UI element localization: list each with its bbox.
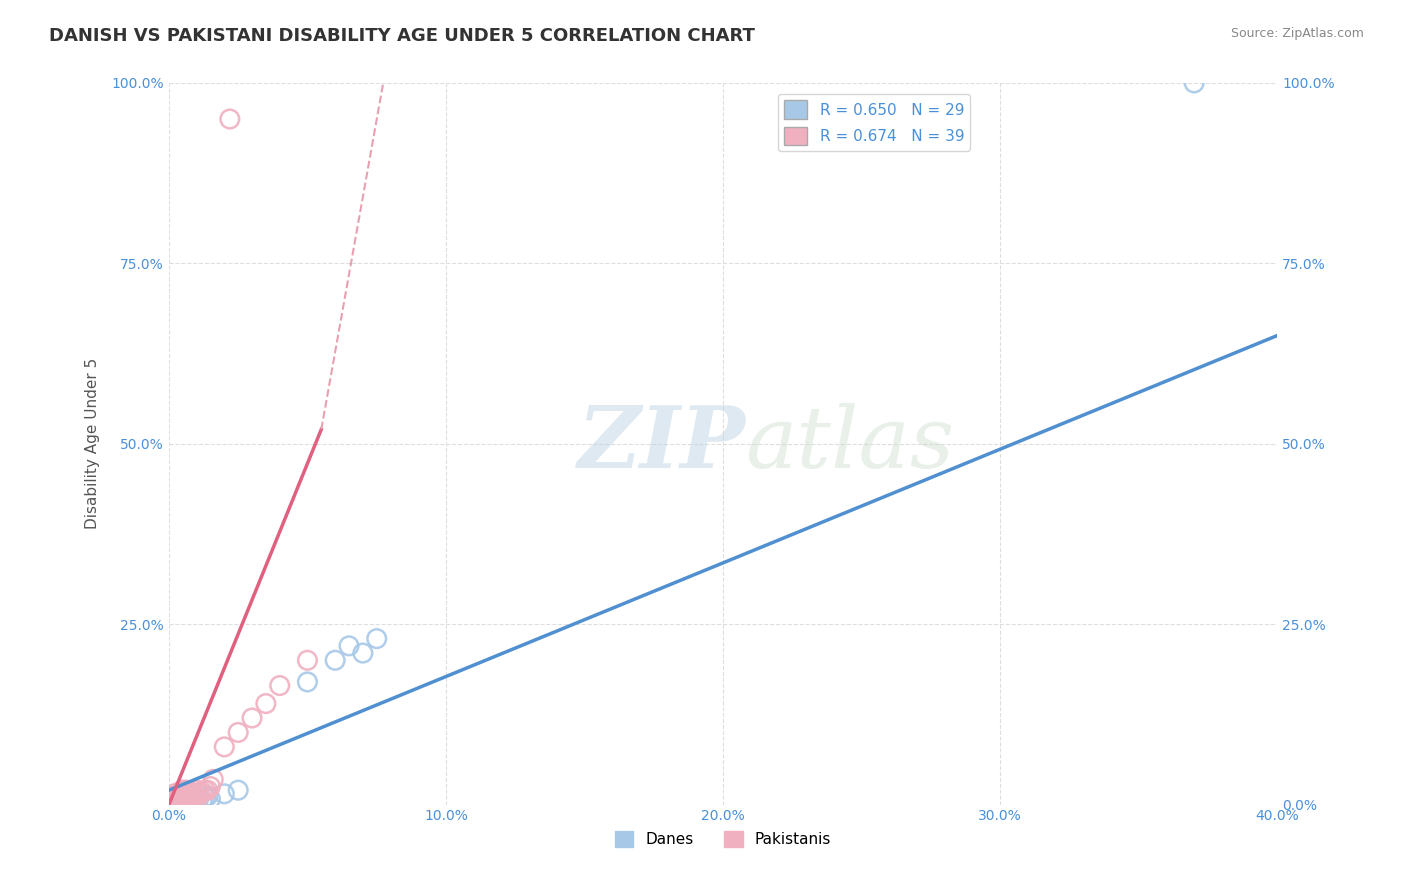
Point xyxy=(160,794,183,808)
Point xyxy=(202,772,225,787)
Point xyxy=(172,794,194,808)
Point xyxy=(218,112,240,126)
Point xyxy=(366,632,388,646)
Point xyxy=(172,783,194,797)
Point xyxy=(200,792,222,806)
Point xyxy=(169,794,191,808)
Point xyxy=(197,783,219,797)
Point xyxy=(297,653,319,667)
Point xyxy=(180,790,202,805)
Point xyxy=(352,646,374,660)
Point xyxy=(177,792,200,806)
Legend: R = 0.650   N = 29, R = 0.674   N = 39: R = 0.650 N = 29, R = 0.674 N = 39 xyxy=(779,95,970,152)
Point xyxy=(169,790,191,805)
Point xyxy=(226,783,249,797)
Point xyxy=(174,783,197,797)
Point xyxy=(180,790,202,805)
Point xyxy=(163,794,186,808)
Point xyxy=(194,783,217,797)
Y-axis label: Disability Age Under 5: Disability Age Under 5 xyxy=(86,359,100,530)
Point xyxy=(160,789,183,803)
Point xyxy=(186,783,208,797)
Point xyxy=(172,794,194,808)
Point xyxy=(194,790,217,805)
Point xyxy=(174,794,197,808)
Point xyxy=(177,787,200,801)
Point xyxy=(269,679,291,693)
Point xyxy=(183,794,205,808)
Point xyxy=(1182,76,1205,90)
Text: ZIP: ZIP xyxy=(578,402,745,485)
Point xyxy=(214,739,236,754)
Point xyxy=(177,792,200,806)
Point xyxy=(191,794,214,808)
Point xyxy=(163,790,186,805)
Text: DANISH VS PAKISTANI DISABILITY AGE UNDER 5 CORRELATION CHART: DANISH VS PAKISTANI DISABILITY AGE UNDER… xyxy=(49,27,755,45)
Point xyxy=(323,653,346,667)
Point xyxy=(183,787,205,801)
Point xyxy=(163,790,186,805)
Point xyxy=(297,674,319,689)
Text: Source: ZipAtlas.com: Source: ZipAtlas.com xyxy=(1230,27,1364,40)
Point xyxy=(186,792,208,806)
Point xyxy=(254,697,277,711)
Point xyxy=(200,780,222,794)
Point xyxy=(169,794,191,808)
Point xyxy=(214,787,236,801)
Point xyxy=(166,792,188,806)
Point xyxy=(174,794,197,808)
Point xyxy=(226,725,249,739)
Point xyxy=(186,794,208,808)
Point xyxy=(163,787,186,801)
Point xyxy=(166,794,188,808)
Point xyxy=(160,792,183,806)
Point xyxy=(166,787,188,801)
Point xyxy=(180,784,202,798)
Point xyxy=(174,790,197,805)
Point xyxy=(160,794,183,808)
Point xyxy=(172,790,194,805)
Point xyxy=(240,711,263,725)
Point xyxy=(160,792,183,806)
Text: atlas: atlas xyxy=(745,402,955,485)
Point xyxy=(337,639,360,653)
Point xyxy=(186,789,208,803)
Point xyxy=(163,794,186,808)
Point xyxy=(188,787,211,801)
Point xyxy=(169,784,191,798)
Point xyxy=(174,789,197,803)
Point xyxy=(169,790,191,805)
Point xyxy=(166,792,188,806)
Point xyxy=(197,789,219,803)
Point xyxy=(172,792,194,806)
Point xyxy=(166,794,188,808)
Point xyxy=(188,790,211,805)
Point xyxy=(191,784,214,798)
